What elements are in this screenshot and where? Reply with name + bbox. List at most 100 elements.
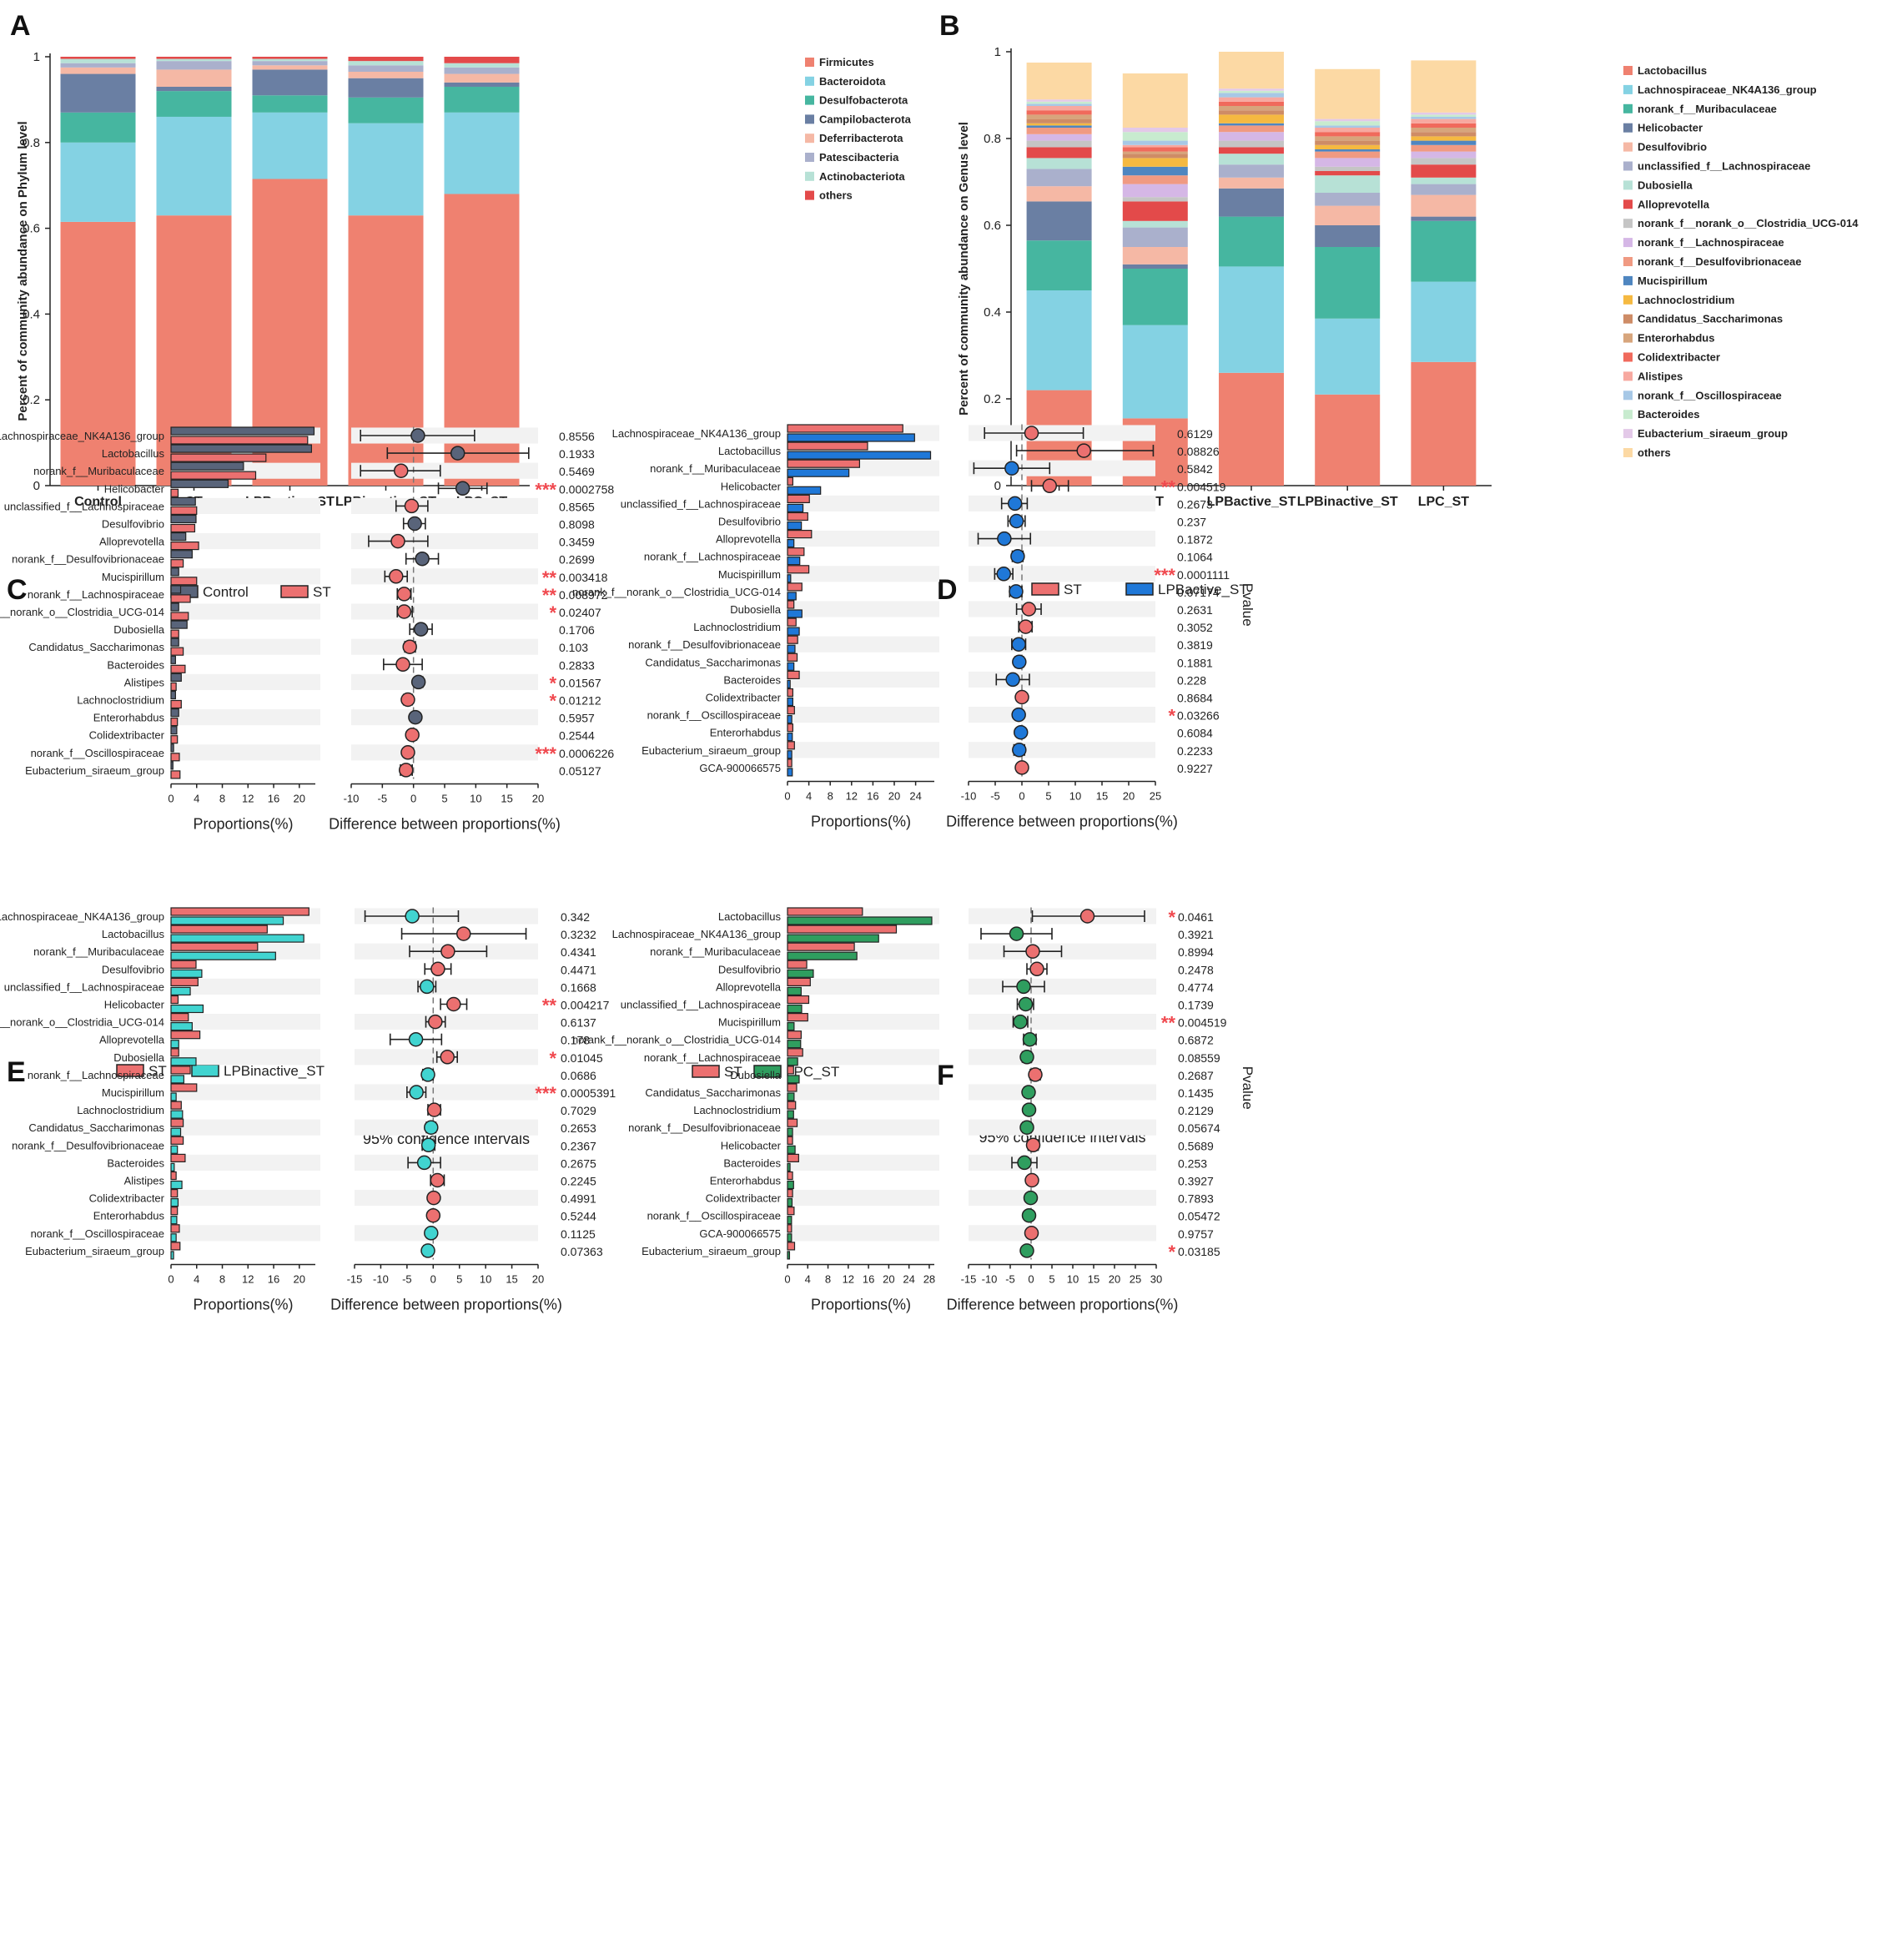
p-value: 0.2129 <box>1178 1104 1214 1117</box>
bar-group2 <box>787 1180 794 1190</box>
legend-swatch <box>1623 295 1633 305</box>
diff-point <box>1004 461 1019 476</box>
bar-group2 <box>170 969 203 978</box>
diff-point <box>1025 944 1040 959</box>
bar-group2 <box>787 1145 796 1154</box>
bar-group2 <box>170 1216 178 1225</box>
significance-stars: ** <box>542 995 557 1016</box>
legend-label-group1: ST <box>724 1064 742 1080</box>
taxon-label: Bacteroides <box>107 658 164 671</box>
bar-group2 <box>787 538 795 548</box>
bar-segment-Actinobacteriota <box>444 63 520 68</box>
row-stripe <box>355 1119 538 1136</box>
taxon-label: Eubacterium_siraeum_group <box>25 764 164 777</box>
bar-segment-Alloprevotella <box>1219 147 1284 154</box>
diff-point <box>1018 619 1034 634</box>
taxon-label: Alistipes <box>124 676 165 688</box>
p-value: 0.6084 <box>1177 727 1213 740</box>
bar-segment-Dubosiella <box>1315 175 1381 193</box>
bar-group1 <box>170 1153 186 1163</box>
bar-group1 <box>170 1012 189 1022</box>
row-stripe <box>787 978 939 995</box>
diff-point <box>1013 1014 1028 1030</box>
bar-group2 <box>787 1197 793 1207</box>
taxon-label: norank_f__Lachnospiraceae <box>644 1051 781 1064</box>
taxon-label: Eubacterium_siraeum_group <box>642 744 781 757</box>
bar-segment-Enterorhabdus <box>1411 128 1477 133</box>
taxon-label: Lachnoclostridium <box>77 1104 164 1116</box>
diff-point <box>413 622 429 637</box>
p-value: 0.2233 <box>1177 744 1213 758</box>
p-value: 0.0461 <box>1178 910 1214 924</box>
bar-segment-Enterorhabdus <box>1315 136 1381 141</box>
bar-segment-Lachnoclostridium <box>1411 136 1477 141</box>
p-value: 0.2653 <box>561 1121 596 1135</box>
p-value: 0.02407 <box>559 606 601 619</box>
bar-group1 <box>787 1171 793 1181</box>
proportion-tick-label: 12 <box>242 792 254 804</box>
legend-swatch <box>1623 219 1633 229</box>
taxon-label: Lachnospiraceae_NK4A136_group <box>612 928 781 940</box>
row-stripe <box>351 638 538 655</box>
bar-group1 <box>787 494 810 504</box>
p-value: 0.003418 <box>559 571 608 584</box>
bar-group1 <box>787 1012 808 1022</box>
bar-segment-Colidextribacter <box>1122 147 1188 152</box>
proportion-tick-label: 12 <box>843 1272 854 1285</box>
difference-tick-label: 25 <box>1130 1272 1141 1285</box>
bar-segment-Dubosiella <box>1026 158 1092 169</box>
legend-label: norank_f__norank_o__Clostridia_UCG-014 <box>1638 217 1859 229</box>
row-stripe <box>969 707 1155 723</box>
bar-segment-Lachnoclostridium <box>1122 158 1188 167</box>
bar-group2 <box>170 629 179 638</box>
bar-group1 <box>787 977 811 987</box>
row-stripe <box>171 1190 320 1207</box>
bar-group2 <box>170 436 309 445</box>
p-value: 0.3459 <box>559 536 595 549</box>
diff-point <box>997 531 1012 547</box>
taxon-label: norank_f__Desulfovibrionaceae <box>12 553 164 566</box>
bar-group2 <box>170 1004 204 1014</box>
bar-segment-Campilobacterota <box>156 86 232 92</box>
pvalue-axis-label: Pvalue <box>1240 583 1255 627</box>
bar-segment-Colidextribacter <box>1411 123 1477 128</box>
diff-point <box>1076 443 1091 458</box>
p-value: 0.4774 <box>1178 980 1214 994</box>
diff-point <box>1012 743 1027 758</box>
legend-label: unclassified_f__Lachnospiraceae <box>1638 160 1810 173</box>
bar-segment-Deferribacterota <box>348 71 424 78</box>
p-value: 0.2367 <box>561 1139 596 1152</box>
row-stripe <box>355 1225 538 1242</box>
legend-swatch <box>805 114 814 124</box>
legend-swatch <box>1623 314 1633 324</box>
bar-segment-others <box>1122 73 1188 128</box>
difference-tick-label: 20 <box>532 792 544 804</box>
bar-segment-Lactobacillus <box>1315 394 1381 486</box>
p-value: 0.6137 <box>561 1016 596 1030</box>
difference-tick-label: 5 <box>1045 789 1051 802</box>
legend-swatch-group2 <box>191 1064 219 1077</box>
bar-segment-norank_f__Lachnospiraceae <box>1026 134 1092 141</box>
proportion-tick-label: 20 <box>294 792 305 804</box>
p-value: 0.03185 <box>1178 1245 1220 1258</box>
taxon-label: Alistipes <box>124 1175 165 1187</box>
bar-segment-Bacteroidota <box>348 123 424 216</box>
proportion-tick-label: 4 <box>194 792 199 804</box>
bar-segment-others <box>1026 63 1092 100</box>
row-stripe <box>171 1049 320 1066</box>
taxon-label: Lactobacillus <box>718 910 782 923</box>
bar-segment-Lactobacillus <box>1411 361 1477 486</box>
bar-group1 <box>170 1118 184 1127</box>
bar-segment-Helicobacter <box>1122 264 1188 269</box>
row-stripe <box>787 1154 939 1171</box>
bar-segment-Desulfovibrio <box>1122 247 1188 265</box>
diff-point <box>1007 496 1023 511</box>
x-tick-label: LPC_ST <box>1418 495 1470 509</box>
bar-group1 <box>170 514 197 524</box>
legend-swatch <box>805 58 814 67</box>
bar-group2 <box>170 1057 197 1066</box>
bar-group1 <box>787 723 794 733</box>
diff-point <box>1012 654 1027 670</box>
bar-group1 <box>787 741 795 750</box>
row-stripe <box>171 744 320 761</box>
